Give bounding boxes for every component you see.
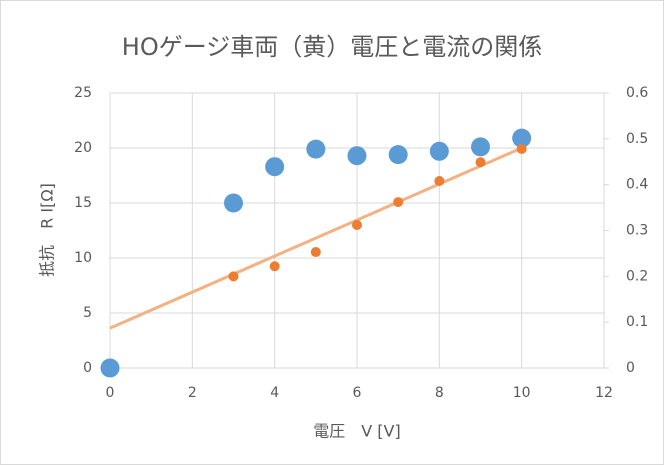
y2-tick-label: 0.4: [626, 177, 648, 193]
x-tick-label: 12: [595, 385, 613, 401]
y-tick-label: 5: [83, 305, 92, 321]
data-point: [224, 193, 243, 213]
x-tick-label: 0: [106, 385, 115, 401]
y-tick-label: 20: [74, 140, 92, 156]
data-point: [228, 271, 239, 282]
data-point: [265, 157, 285, 177]
data-point: [310, 247, 321, 258]
y2-tick-label: 0.5: [626, 131, 648, 147]
data-point: [100, 358, 120, 378]
data-point: [434, 176, 445, 186]
data-point: [347, 146, 367, 166]
x-tick-label: 8: [435, 385, 444, 401]
y2-tick-label: 0.1: [626, 314, 648, 330]
x-tick-label: 2: [188, 385, 197, 401]
x-tick-label: 6: [353, 385, 362, 401]
data-point: [475, 157, 486, 168]
data-point: [352, 220, 362, 230]
data-point: [388, 145, 408, 165]
y2-tick-label: 0: [626, 360, 635, 376]
trendline: [109, 146, 523, 330]
data-point: [306, 139, 326, 159]
y2-tick-label: 0.6: [626, 85, 648, 101]
y-tick-label: 0: [83, 360, 92, 376]
data-point: [512, 128, 532, 148]
x-tick-label: 10: [513, 385, 531, 401]
y2-tick-label: 0.2: [626, 268, 648, 284]
chart-title: HOゲージ車両（黄）電圧と電流の関係: [122, 33, 542, 61]
y-tick-label: 15: [74, 195, 92, 211]
y-tick-label: 25: [74, 85, 92, 101]
x-axis-label: 電圧 V [V]: [313, 422, 400, 441]
data-point: [516, 143, 527, 154]
data-point: [269, 261, 280, 272]
data-point: [471, 137, 490, 157]
data-point: [393, 197, 404, 208]
y2-tick-label: 0.3: [626, 223, 648, 239]
x-tick-label: 4: [270, 385, 279, 401]
y-tick-label: 10: [74, 250, 92, 266]
y-axis-label: 抵抗 R I[Ω]: [38, 183, 57, 277]
data-point: [429, 141, 449, 161]
